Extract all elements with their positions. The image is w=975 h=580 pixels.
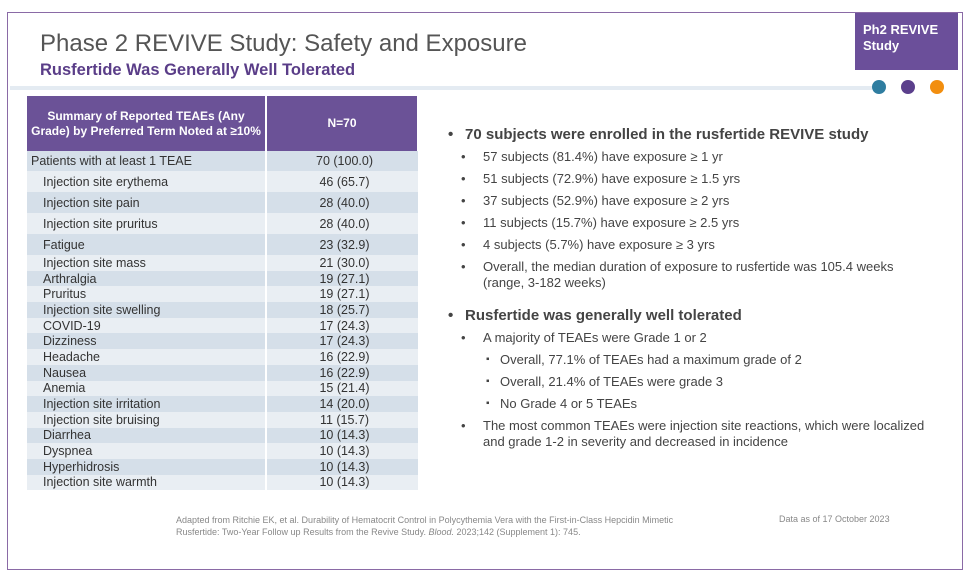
bullet: 70 subjects were enrolled in the rusfert…	[448, 126, 938, 143]
term-cell: Patients with at least 1 TEAE	[31, 154, 192, 168]
value-cell: 18 (25.7)	[265, 302, 418, 318]
table-row: Injection site pruritus 28 (40.0)	[27, 213, 418, 234]
value-cell: 16 (22.9)	[265, 364, 418, 381]
footnote-line: Rusfertide: Two-Year Follow up Results f…	[176, 526, 673, 538]
term-cell: Injection site bruising	[43, 412, 160, 427]
value-cell: 19 (27.1)	[265, 286, 418, 303]
rule	[10, 86, 872, 90]
term-cell: Injection site mass	[43, 255, 146, 270]
term-cell: Arthralgia	[43, 271, 97, 286]
value-cell: 46 (65.7)	[265, 171, 418, 192]
table-row: Headache 16 (22.9)	[27, 349, 418, 365]
sub-sub-bullet: No Grade 4 or 5 TEAEs	[486, 396, 938, 412]
title: Phase 2 REVIVE Study: Safety and Exposur…	[40, 30, 527, 57]
footnote: Adapted from Ritchie EK, et al. Durabili…	[176, 514, 673, 538]
term-cell: Injection site pruritus	[43, 216, 158, 231]
table-row: Injection site erythema 46 (65.7)	[27, 171, 418, 192]
badge: Ph2 REVIVE Study	[855, 13, 958, 70]
sub-bullet: 37 subjects (52.9%) have exposure ≥ 2 yr…	[461, 193, 938, 209]
sub-bullet: A majority of TEAEs were Grade 1 or 2	[461, 330, 938, 346]
sub-bullet: 11 subjects (15.7%) have exposure ≥ 2.5 …	[461, 215, 938, 231]
value-cell: 70 (100.0)	[265, 151, 418, 171]
frame	[7, 12, 963, 570]
table-row: Hyperhidrosis 10 (14.3)	[27, 458, 418, 475]
dot	[901, 80, 915, 94]
term-cell: Hyperhidrosis	[43, 459, 120, 474]
table-row: Injection site bruising 11 (15.7)	[27, 411, 418, 428]
term-cell: Injection site warmth	[43, 475, 157, 490]
table-row: Anemia 15 (21.4)	[27, 380, 418, 397]
value-cell: 10 (14.3)	[265, 443, 418, 459]
value-cell: 17 (24.3)	[265, 333, 418, 350]
term-cell: Anemia	[43, 381, 86, 396]
header-cell: Summary of Reported TEAEs (Any Grade) by…	[27, 96, 267, 151]
value-cell: 28 (40.0)	[265, 192, 418, 213]
term-cell: Injection site irritation	[43, 397, 161, 412]
footnote-journal: Blood.	[428, 527, 454, 537]
term-cell: Diarrhea	[43, 428, 91, 443]
data-date: Data as of 17 October 2023	[779, 514, 890, 524]
value-cell: 16 (22.9)	[265, 349, 418, 365]
term-cell: Dyspnea	[43, 444, 93, 459]
term-cell: Injection site pain	[43, 195, 140, 210]
table-row: Dizziness 17 (24.3)	[27, 333, 418, 350]
term-cell: Injection site erythema	[43, 174, 169, 189]
table-row: Nausea 16 (22.9)	[27, 364, 418, 381]
header-cell: N=70	[266, 96, 419, 151]
sub-bullet: 57 subjects (81.4%) have exposure ≥ 1 yr	[461, 149, 938, 165]
table-row: Injection site warmth 10 (14.3)	[27, 474, 418, 491]
table-row: Fatigue 23 (32.9)	[27, 234, 418, 255]
term-cell: Nausea	[43, 365, 87, 380]
table-row: Dyspnea 10 (14.3)	[27, 443, 418, 459]
subtitle: Rusfertide Was Generally Well Tolerated	[40, 61, 356, 79]
sub-bullet: 4 subjects (5.7%) have exposure ≥ 3 yrs	[461, 237, 938, 253]
sub-sub-bullet: Overall, 21.4% of TEAEs were grade 3	[486, 374, 938, 390]
table-row: Injection site pain 28 (40.0)	[27, 192, 418, 213]
value-cell: 15 (21.4)	[265, 380, 418, 397]
dot	[930, 80, 944, 94]
term-cell: COVID-19	[43, 318, 101, 333]
value-cell: 17 (24.3)	[265, 317, 418, 334]
value-cell: 10 (14.3)	[265, 427, 418, 444]
header-row: Summary of Reported TEAEs (Any Grade) by…	[27, 96, 419, 151]
table-row: Injection site swelling 18 (25.7)	[27, 302, 418, 318]
table-row: COVID-19 17 (24.3)	[27, 317, 418, 334]
term-cell: Dizziness	[43, 334, 97, 349]
badge-line: Ph2 REVIVE	[863, 22, 939, 37]
sub-bullet: 51 subjects (72.9%) have exposure ≥ 1.5 …	[461, 171, 938, 187]
value-cell: 10 (14.3)	[265, 474, 418, 491]
bullet: Rusfertide was generally well tolerated	[448, 307, 938, 324]
badge-line: Study	[863, 38, 900, 53]
value-cell: 10 (14.3)	[265, 458, 418, 475]
value-cell: 19 (27.1)	[265, 270, 418, 287]
value-cell: 14 (20.0)	[265, 396, 418, 412]
sub-sub-bullet: Overall, 77.1% of TEAEs had a maximum gr…	[486, 352, 938, 368]
footnote-text: 2023;142 (Supplement 1): 745.	[453, 527, 581, 537]
term-cell: Pruritus	[43, 287, 87, 302]
term-cell: Headache	[43, 349, 100, 364]
term-cell: Fatigue	[43, 237, 85, 252]
footnote-line: Adapted from Ritchie EK, et al. Durabili…	[176, 515, 674, 525]
sub-bullet: Overall, the median duration of exposure…	[461, 259, 938, 291]
value-cell: 11 (15.7)	[265, 411, 418, 428]
dot	[872, 80, 886, 94]
table-row: Injection site irritation 14 (20.0)	[27, 396, 418, 412]
table-row: Pruritus 19 (27.1)	[27, 286, 418, 303]
footnote-text: Rusfertide: Two-Year Follow up Results f…	[176, 527, 429, 537]
table-row: Arthralgia 19 (27.1)	[27, 270, 418, 287]
value-cell: 21 (30.0)	[265, 255, 418, 271]
bullets: 70 subjects were enrolled in the rusfert…	[448, 126, 938, 456]
teae-table: Summary of Reported TEAEs (Any Grade) by…	[27, 96, 419, 491]
table-row: Injection site mass 21 (30.0)	[27, 255, 418, 271]
table-row: Patients with at least 1 TEAE 70 (100.0)	[27, 151, 418, 171]
term-cell: Injection site swelling	[43, 302, 161, 317]
value-cell: 28 (40.0)	[265, 213, 418, 234]
sub-bullet: The most common TEAEs were injection sit…	[461, 418, 938, 450]
value-cell: 23 (32.9)	[265, 234, 418, 255]
table-row: Diarrhea 10 (14.3)	[27, 427, 418, 444]
